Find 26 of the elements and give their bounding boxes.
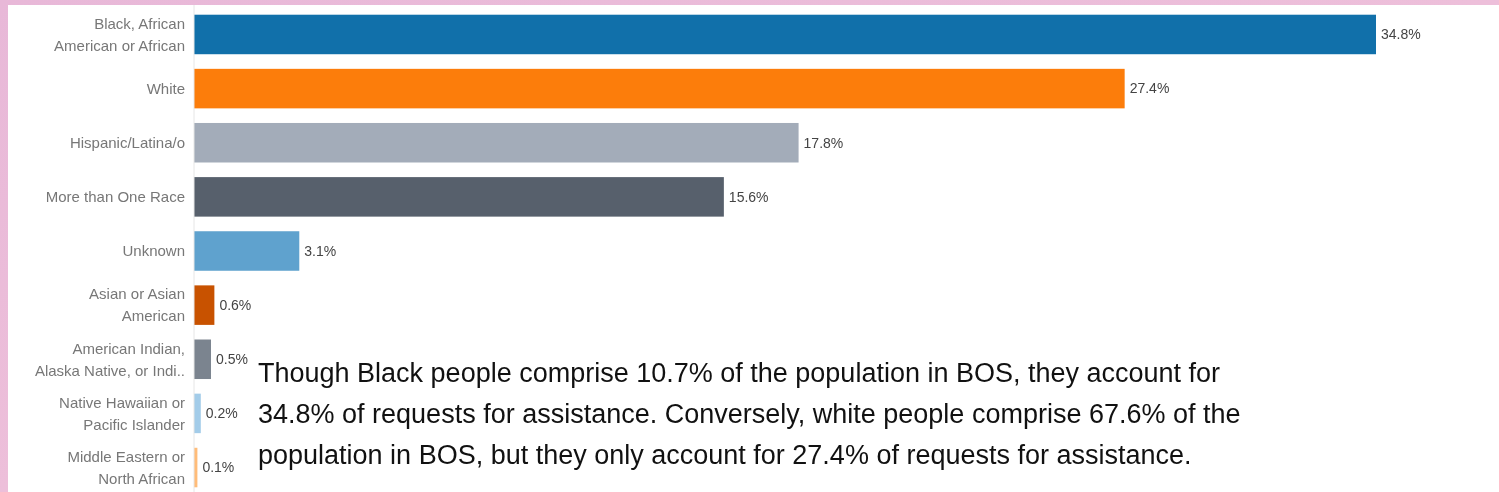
y-tick-label: American Indian, Alaska Native, or Indi.. xyxy=(34,339,185,379)
y-tick-label: Black, African American or African xyxy=(54,14,185,54)
y-tick-label: Asian or Asian American xyxy=(89,285,185,325)
bar xyxy=(194,339,211,380)
y-tick-label: Middle Eastern or North African xyxy=(67,447,185,487)
data-label: 34.8% xyxy=(1381,26,1421,43)
bar xyxy=(194,231,300,271)
y-tick-label: White xyxy=(146,79,185,97)
data-label: 0.6% xyxy=(219,297,252,314)
y-tick-label: Unknown xyxy=(122,242,185,260)
data-label: 27.4% xyxy=(1129,80,1170,97)
data-label: 15.6% xyxy=(728,188,769,205)
bar xyxy=(194,14,1376,55)
data-label: 0.1% xyxy=(202,459,235,476)
data-label: 0.2% xyxy=(205,405,238,422)
bar xyxy=(194,177,724,217)
data-label: 17.8% xyxy=(803,134,844,151)
y-tick-label: Hispanic/Latina/o xyxy=(69,133,185,151)
y-tick-label: Native Hawaiian or Pacific Islander xyxy=(59,393,185,433)
bar xyxy=(194,285,215,325)
bar xyxy=(194,68,1125,109)
annotation: Though Black people comprise 10.7% of the population in BOS, they account for 34.8% of requests for assistance. Conversely, white people comprise 67.6% of the population in BOS, but they only account for 27.4% of requests for assistance. xyxy=(258,358,1241,470)
bar xyxy=(194,122,799,163)
data-label: 3.1% xyxy=(304,242,337,259)
data-label: 0.5% xyxy=(215,351,248,368)
y-tick-label: More than One Race xyxy=(45,188,185,206)
